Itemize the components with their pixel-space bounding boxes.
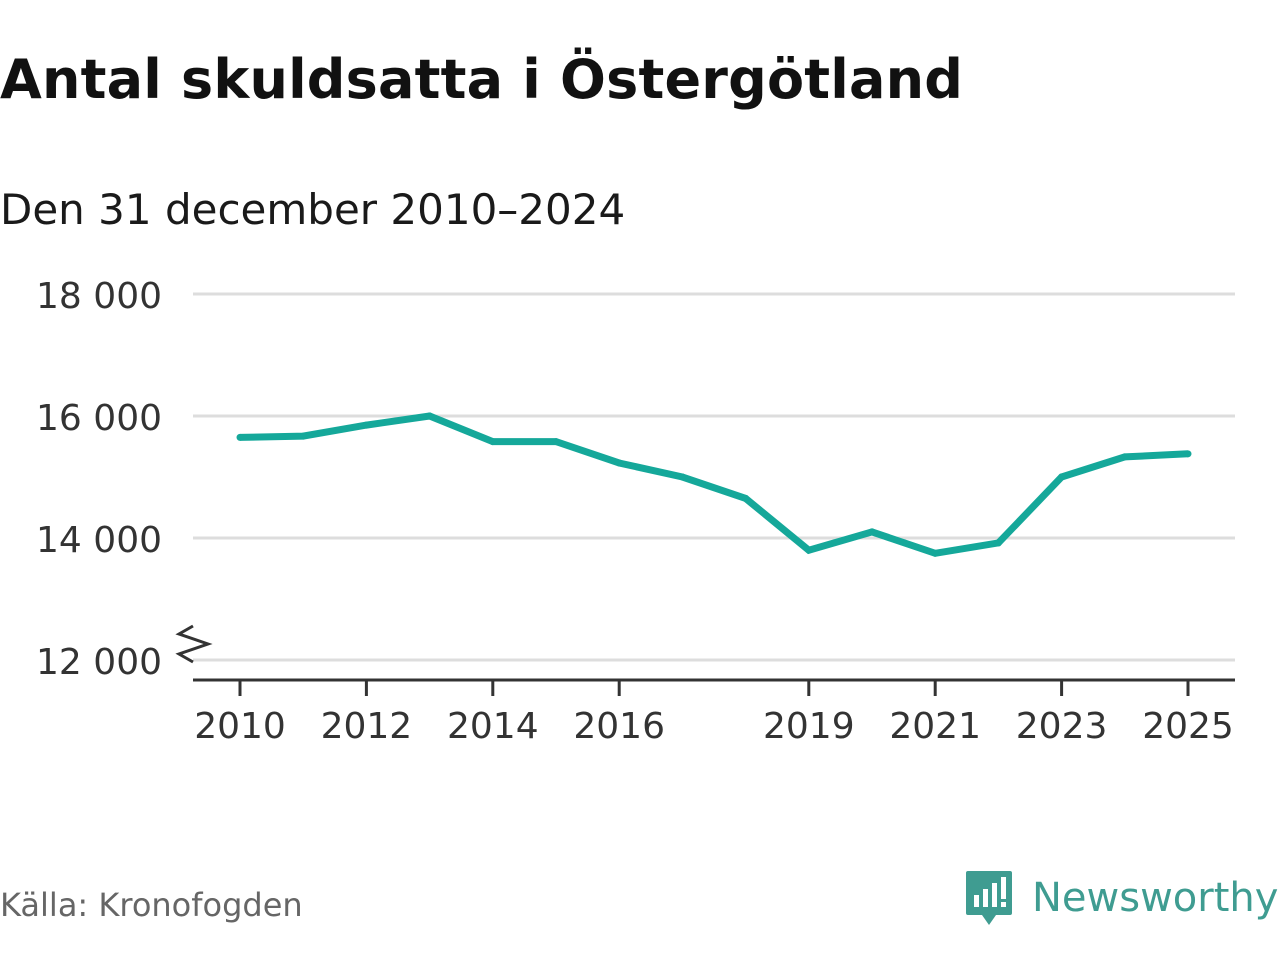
x-tick-label: 2021 <box>889 706 981 747</box>
data-point <box>678 473 686 481</box>
data-point <box>299 432 307 440</box>
x-axis <box>193 678 1235 696</box>
x-axis-tick-labels: 2010 2012 2014 2016 2019 2021 2023 2025 <box>194 706 1234 747</box>
y-tick-label: 18 000 <box>36 276 162 317</box>
data-point <box>236 433 244 441</box>
data-point <box>615 459 623 467</box>
data-point <box>1058 473 1066 481</box>
data-point <box>426 412 434 420</box>
data-point <box>742 494 750 502</box>
y-tick-label: 16 000 <box>36 398 162 439</box>
x-tick-label: 2016 <box>573 706 665 747</box>
x-tick-label: 2025 <box>1142 706 1234 747</box>
newsworthy-logo: Newsworthy <box>964 866 1278 930</box>
y-tick-label: 14 000 <box>36 520 162 561</box>
data-point <box>805 546 813 554</box>
x-tick-label: 2019 <box>763 706 855 747</box>
newsworthy-logo-icon <box>966 871 1012 925</box>
x-tick-label: 2023 <box>1016 706 1108 747</box>
data-point <box>362 421 370 429</box>
data-point <box>994 539 1002 547</box>
data-point <box>1184 450 1192 458</box>
series-line <box>239 412 1189 557</box>
chart-subtitle: Den 31 december 2010–2024 <box>0 185 626 234</box>
y-axis-tick-labels: 12 000 14 000 16 000 18 000 <box>36 276 162 683</box>
brand-name: Newsworthy <box>1032 875 1279 921</box>
x-tick-label: 2014 <box>447 706 539 747</box>
grid-lines <box>175 292 1235 664</box>
axis-break-icon <box>175 624 213 664</box>
data-point <box>552 438 560 446</box>
data-point <box>489 438 497 446</box>
x-tick-label: 2012 <box>321 706 413 747</box>
series-layer <box>236 412 1192 557</box>
x-tick-label: 2010 <box>194 706 286 747</box>
y-tick-label: 12 000 <box>36 642 162 683</box>
data-point <box>1121 453 1129 461</box>
data-point <box>868 528 876 536</box>
chart-title: Antal skuldsatta i Östergötland <box>0 48 964 111</box>
data-point <box>931 549 939 557</box>
source-note: Källa: Kronofogden <box>0 886 303 924</box>
